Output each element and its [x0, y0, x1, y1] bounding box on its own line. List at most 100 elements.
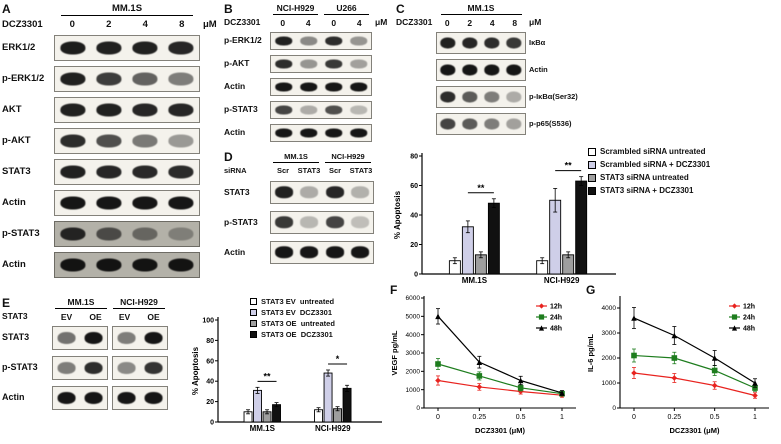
- legend-label: 12h: [550, 304, 562, 311]
- cell-line-name: NCI-H929: [324, 152, 372, 163]
- blot-box: [54, 96, 200, 123]
- cell-line-segment: NCI-H929: [110, 297, 168, 309]
- blot-row-label: STAT3: [2, 332, 30, 343]
- blot-lane-area: [270, 54, 372, 73]
- blot-row: AKT: [2, 94, 220, 125]
- blot-band: [462, 37, 478, 48]
- blot-band: [132, 196, 158, 209]
- legend-entry: STAT3 siRNA + DCZ3301: [588, 184, 780, 197]
- blot-row: p-STAT3: [2, 353, 192, 383]
- legend-label: 48h: [550, 326, 562, 333]
- panel-a-western-blot: A MM.1S DCZ3301 0 2 4 8 μM ERK1/2 p-ERK1/2 AKT p-AK…: [2, 2, 220, 280]
- blot-row-label: p-AKT: [2, 134, 31, 146]
- blot-lane-area: [52, 356, 168, 380]
- blot-band: [168, 41, 194, 54]
- blot-band: [274, 186, 293, 198]
- y-tick-label: 1000: [602, 380, 617, 387]
- blot-band: [324, 36, 343, 45]
- blot-row-label: ERK1/2: [2, 41, 36, 53]
- blot-band: [132, 103, 158, 116]
- series-marker: [752, 380, 758, 386]
- blot-band: [349, 105, 368, 114]
- x-tick-label: 1: [753, 414, 757, 421]
- blot-band: [57, 392, 76, 404]
- cell-line-name: NCI-H929: [112, 297, 166, 309]
- significance-label: *: [336, 354, 340, 364]
- legend-entry: STAT3 EV DCZ3301: [250, 307, 390, 318]
- lane-label: 0: [69, 19, 75, 30]
- blot-band: [57, 362, 76, 374]
- bar-chart-svg: 0 20 40 60 80 100 % Apoptosis MM.1S ** NCI-H929 *: [191, 317, 382, 433]
- y-tick-label: 2000: [406, 369, 421, 376]
- legend-swatch: [250, 298, 257, 305]
- blot-header-cellline-row: B NCI-H929 U266: [224, 2, 392, 16]
- y-tick-label: 40: [206, 379, 214, 386]
- x-axis-label: DCZ3301 (μM): [669, 426, 720, 435]
- blot-band: [324, 128, 343, 137]
- blot-band: [462, 91, 478, 102]
- panel-label: E: [2, 295, 11, 310]
- blot-band: [60, 103, 86, 116]
- blot-box: [54, 65, 200, 92]
- blot-box: [52, 356, 108, 380]
- cell-line-headers: MM.1S: [54, 3, 200, 16]
- series-marker: [731, 325, 738, 331]
- blot-band: [84, 332, 103, 344]
- blot-row: Actin: [224, 121, 392, 144]
- lane-label: 4: [142, 19, 148, 30]
- blot-header-dose-row: DCZ3301 0 2 4 8 μM: [396, 16, 580, 29]
- blot-box: [270, 210, 374, 234]
- series-line: [633, 354, 756, 389]
- category-label: MM.1S: [462, 276, 488, 285]
- series-marker: [731, 303, 738, 309]
- blot-row-label: AKT: [2, 103, 22, 115]
- y-tick-label: 60: [410, 183, 418, 190]
- blot-band: [144, 362, 163, 374]
- panel-e-legend: STAT3 EV untreated STAT3 EV DCZ3301 STAT3 …: [250, 296, 390, 340]
- series-line: [437, 363, 563, 395]
- blot-band: [274, 246, 293, 258]
- blot-band: [324, 59, 343, 68]
- cell-line-name: MM.1S: [440, 3, 522, 15]
- lane-label: Scr: [276, 166, 290, 175]
- blot-box: [52, 326, 108, 350]
- blot-band: [168, 258, 194, 271]
- legend-entry: STAT3 OE untreated: [250, 318, 390, 329]
- panel-c-western-blot: C MM.1S DCZ3301 0 2 4 8 μM IκBα Actin p-IκBα(Ser32…: [396, 2, 580, 137]
- series-marker: [435, 377, 441, 384]
- blot-row-label: p-STAT3: [2, 362, 38, 373]
- blot-band: [96, 227, 122, 240]
- blot-band: [168, 227, 194, 240]
- panel-d-legend: Scrambled siRNA untreated Scrambled siRNA…: [588, 145, 780, 197]
- legend-label: STAT3 siRNA untreated: [600, 173, 689, 182]
- bar-chart-svg: 0 20 40 60 80 % Apoptosis MM.1S ** NCI-H929 **: [393, 153, 616, 285]
- lane-label: 0: [331, 17, 337, 28]
- blot-lane-area: [54, 158, 200, 185]
- blot-row-label: Actin: [224, 81, 246, 92]
- blot-box: [270, 240, 374, 264]
- blot-band: [57, 332, 76, 344]
- blot-row-label: p-ERK1/2: [224, 35, 262, 46]
- legend-label: STAT3 EV DCZ3301: [261, 308, 332, 317]
- lane-label: EV: [60, 311, 73, 322]
- y-tick-label: 2000: [602, 355, 617, 362]
- series-marker: [731, 314, 738, 320]
- blot-row: Actin: [2, 187, 220, 218]
- cell-line-segment: MM.1S: [54, 3, 200, 16]
- blot-box: [436, 58, 526, 81]
- blot-row-label: STAT3: [224, 186, 250, 197]
- blot-band: [299, 59, 318, 68]
- bar: [253, 389, 262, 423]
- treatment-label: DCZ3301: [2, 18, 43, 30]
- bar: [575, 180, 588, 275]
- blot-lane-area: [54, 189, 200, 216]
- blot-band: [484, 91, 500, 102]
- blot-band: [60, 258, 86, 271]
- blot-lane-area: [270, 100, 372, 119]
- blot-band: [168, 134, 194, 147]
- blot-box: [270, 31, 372, 50]
- blot-band: [484, 118, 500, 129]
- y-tick-label: 0: [416, 405, 420, 412]
- blot-lane-area: [54, 251, 200, 278]
- lane-label: 8: [512, 17, 518, 28]
